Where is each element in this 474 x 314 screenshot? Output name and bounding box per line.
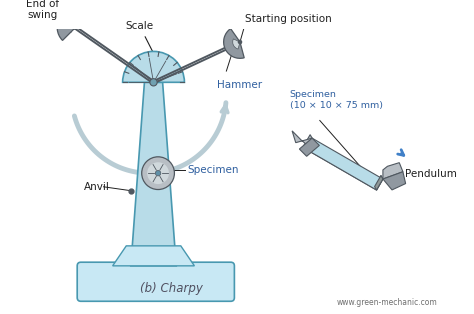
Wedge shape bbox=[233, 39, 240, 49]
Text: Hammer: Hammer bbox=[217, 80, 263, 90]
Text: Scale: Scale bbox=[126, 21, 154, 54]
Circle shape bbox=[150, 79, 157, 86]
Polygon shape bbox=[383, 172, 406, 190]
Circle shape bbox=[147, 162, 169, 184]
Circle shape bbox=[142, 157, 174, 190]
Polygon shape bbox=[113, 246, 194, 266]
Text: Anvil: Anvil bbox=[83, 182, 109, 192]
Wedge shape bbox=[57, 9, 83, 41]
Text: End of
swing: End of swing bbox=[27, 0, 59, 20]
Polygon shape bbox=[292, 131, 312, 149]
Text: www.green-mechanic.com: www.green-mechanic.com bbox=[337, 298, 438, 307]
Text: Specimen: Specimen bbox=[187, 165, 238, 176]
Polygon shape bbox=[304, 135, 312, 149]
Circle shape bbox=[238, 40, 242, 44]
Polygon shape bbox=[300, 138, 319, 156]
Text: Starting position: Starting position bbox=[245, 14, 331, 24]
Polygon shape bbox=[306, 138, 383, 190]
Text: (b) Charpy: (b) Charpy bbox=[140, 282, 203, 295]
Text: Specimen
(10 × 10 × 75 mm): Specimen (10 × 10 × 75 mm) bbox=[290, 90, 383, 110]
Polygon shape bbox=[304, 146, 376, 190]
Wedge shape bbox=[66, 19, 75, 28]
Circle shape bbox=[73, 25, 78, 30]
Polygon shape bbox=[374, 176, 383, 190]
Wedge shape bbox=[224, 29, 244, 58]
Polygon shape bbox=[383, 163, 403, 179]
Wedge shape bbox=[123, 51, 184, 82]
FancyBboxPatch shape bbox=[77, 262, 234, 301]
Polygon shape bbox=[131, 82, 176, 266]
Polygon shape bbox=[374, 176, 383, 190]
Text: Pendulum: Pendulum bbox=[405, 169, 456, 179]
Circle shape bbox=[155, 171, 161, 176]
